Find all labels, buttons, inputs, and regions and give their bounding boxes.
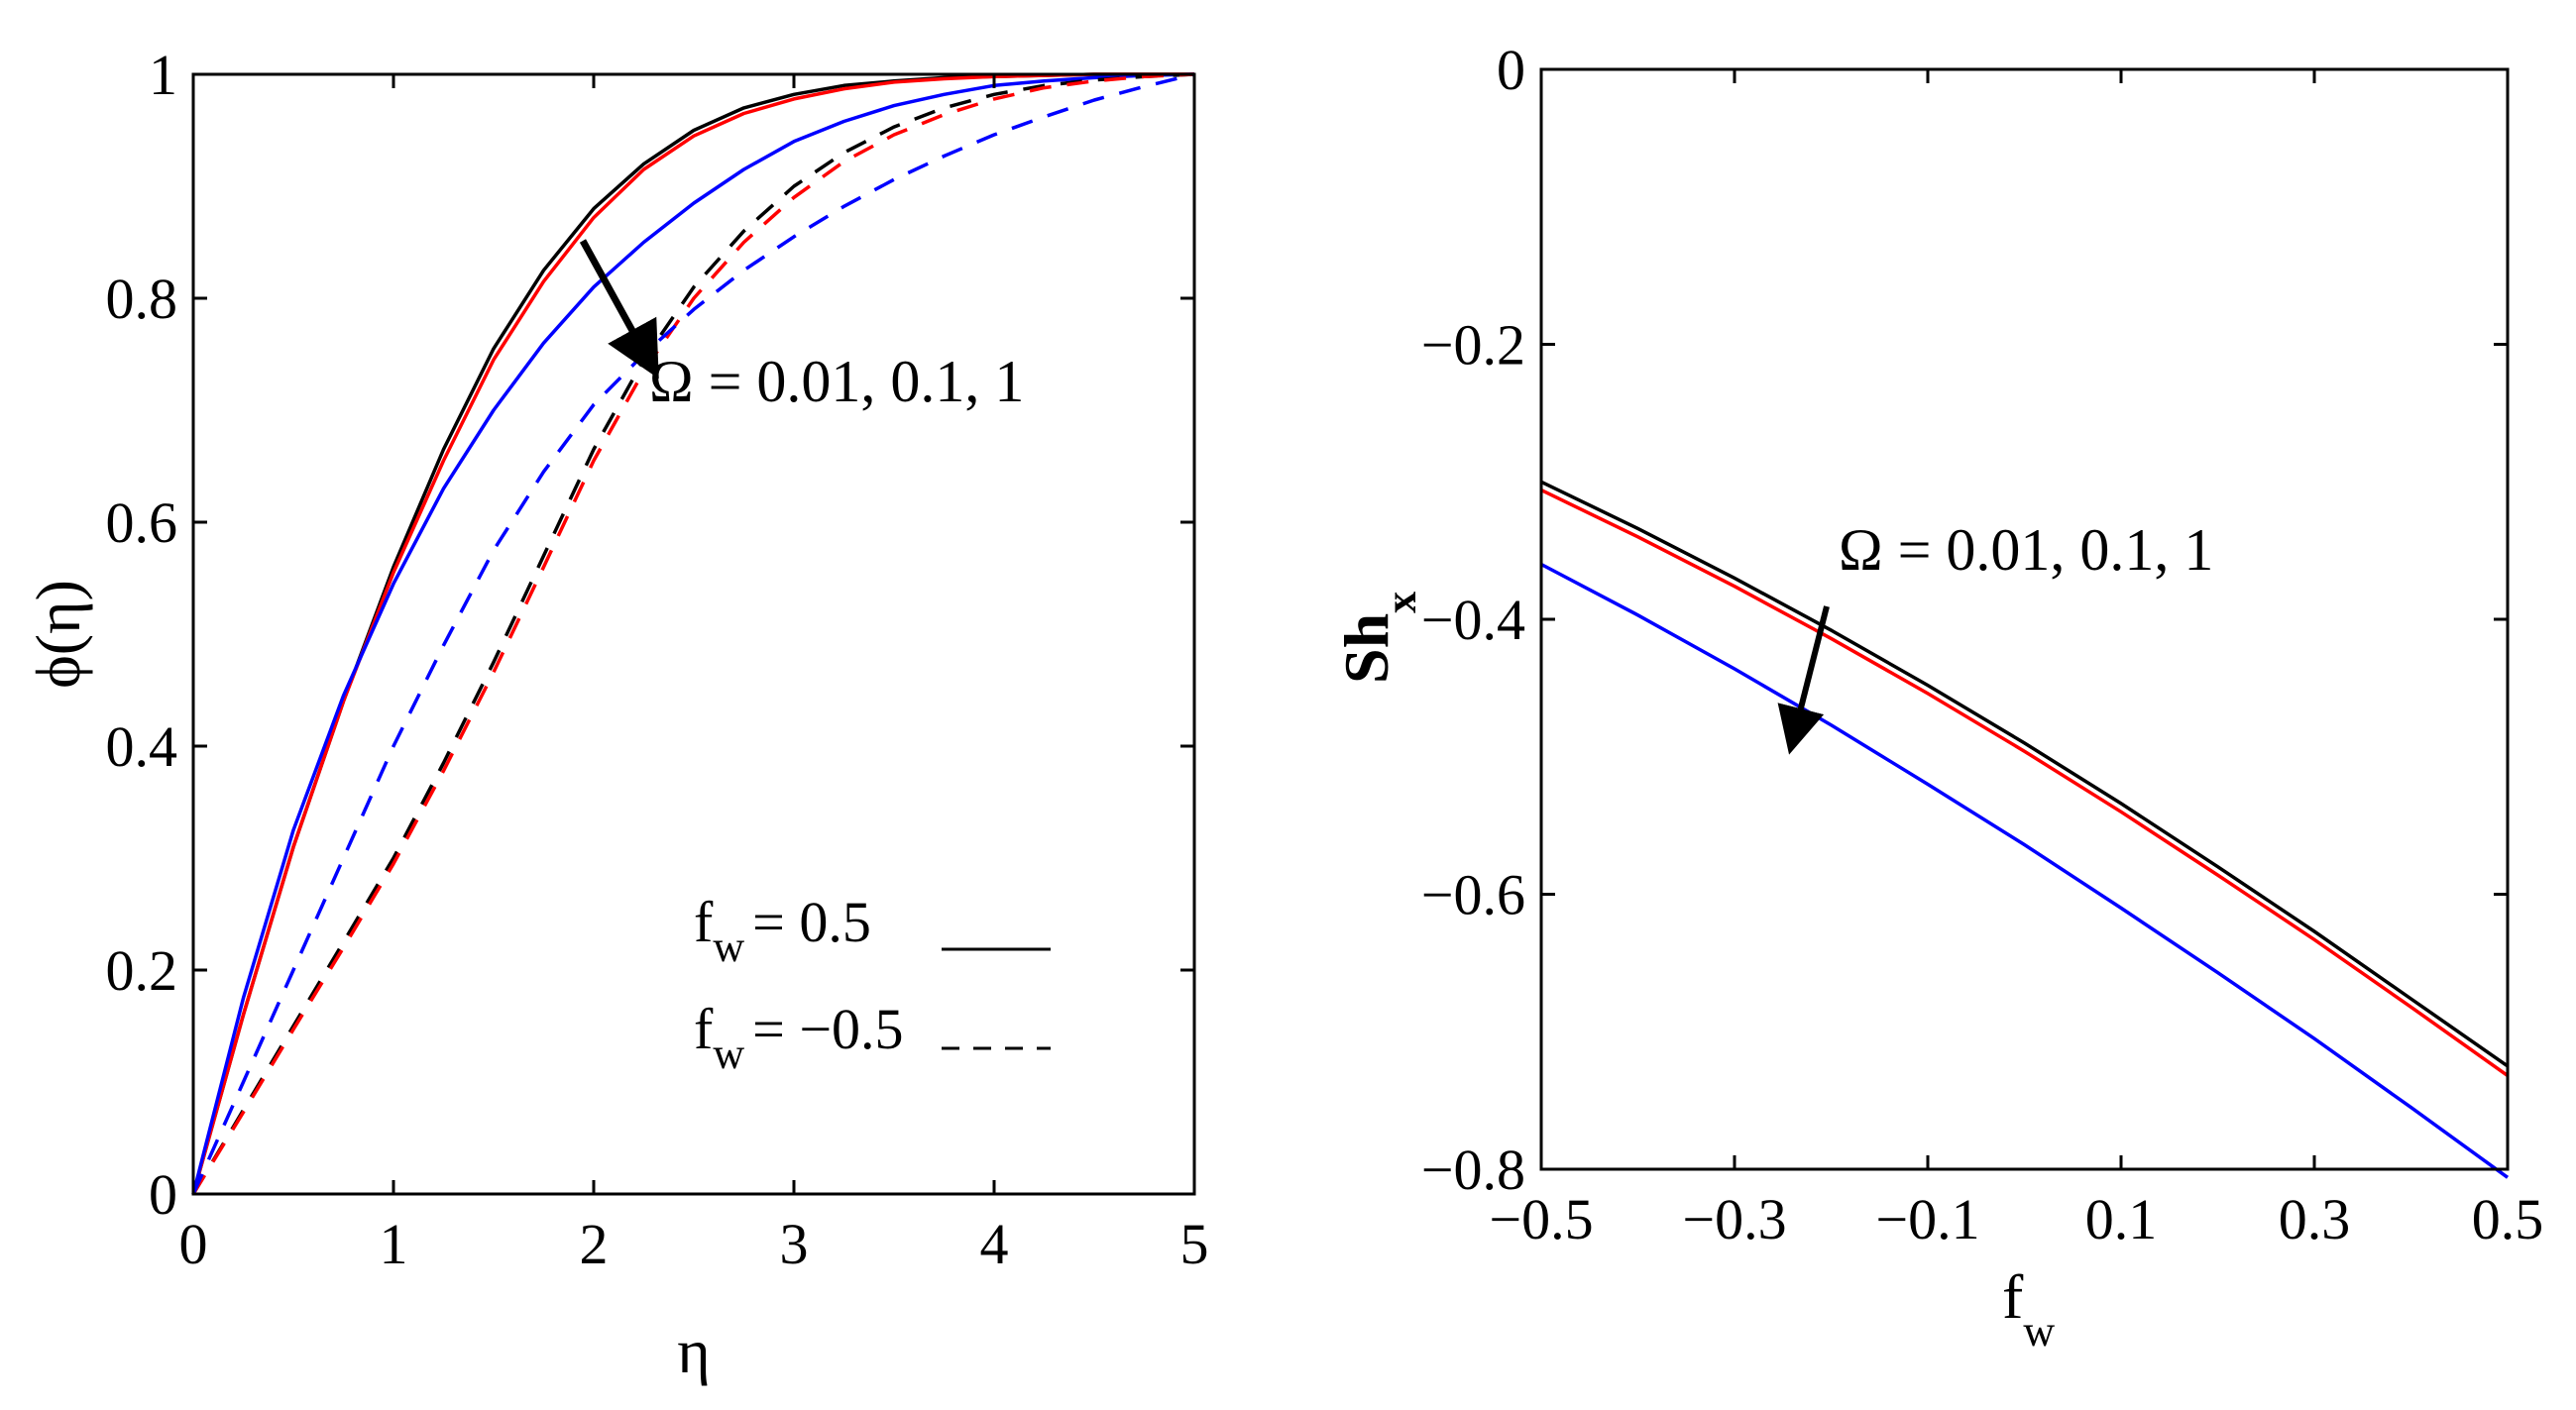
left-y-tick-label: 0.4 [106, 714, 178, 779]
legend-entry-1: fw = 0.5 [694, 890, 871, 971]
left-ticks: 0 1 2 3 4 5 0 0.2 0.4 0.6 0.8 1 [106, 43, 1209, 1276]
right-x-axis-label: fw [2002, 1261, 2055, 1356]
right-ticks: −0.5 −0.3 −0.1 0.1 0.3 0.5 −0.8 −0.6 −0.4 −0.2 0 [1421, 38, 2543, 1251]
left-y-tick-label: 0.8 [106, 267, 178, 331]
left-x-axis-label: η [677, 1316, 710, 1386]
right-y-tick-label: −0.4 [1421, 588, 1525, 652]
left-y-tick-label: 0.6 [106, 490, 178, 555]
right-series-1 [1540, 480, 2510, 1068]
legend-entry-1-sub: w [713, 922, 744, 971]
right-y-tick-label: 0 [1497, 38, 1525, 102]
right-x-tick-label: 0.1 [2085, 1187, 2158, 1251]
left-annotation: Ω = 0.01, 0.1, 1 [649, 349, 1024, 414]
legend-entry-2: fw = −0.5 [694, 997, 904, 1078]
left-x-tick-label: 2 [580, 1212, 609, 1276]
right-x-tick-label: 0.3 [2279, 1187, 2351, 1251]
right-x-axis-label-sub: w [2023, 1307, 2055, 1356]
right-y-axis-label-main: Sh [1331, 613, 1401, 684]
left-legend: fw = 0.5 fw = −0.5 [694, 890, 1051, 1078]
right-series-2 [1540, 488, 2510, 1078]
right-y-axis-label-sub: x [1377, 592, 1425, 613]
right-x-axis-label-main: f [2002, 1261, 2024, 1332]
legend-entry-2-sub: w [713, 1030, 744, 1078]
left-series-5 [191, 72, 1195, 1195]
legend-entry-2-value: = −0.5 [752, 997, 903, 1061]
right-chart: −0.5 −0.3 −0.1 0.1 0.3 0.5 −0.8 −0.6 −0.4 −0.2 0 f… [1331, 38, 2543, 1356]
left-annotation-arrow [579, 239, 659, 380]
right-x-tick-label: −0.1 [1875, 1187, 1979, 1251]
left-series-4 [191, 72, 1195, 1195]
right-y-tick-label: −0.6 [1421, 863, 1525, 927]
left-x-tick-label: 5 [1180, 1212, 1209, 1276]
right-x-tick-label: 0.5 [2472, 1187, 2544, 1251]
right-annotation: Ω = 0.01, 0.1, 1 [1839, 517, 2213, 583]
right-y-axis-label: Shx [1331, 592, 1425, 684]
left-x-tick-label: 4 [980, 1212, 1009, 1276]
left-x-tick-label: 3 [780, 1212, 809, 1276]
right-y-tick-label: −0.2 [1421, 313, 1525, 378]
left-x-tick-label: 1 [380, 1212, 408, 1276]
left-plot-frame [191, 72, 1196, 1196]
left-y-tick-label: 0.2 [106, 938, 178, 1003]
right-series-3 [1540, 562, 2510, 1179]
legend-entry-2-f: f [694, 997, 714, 1061]
right-x-tick-label: −0.3 [1682, 1187, 1786, 1251]
right-curves [1540, 480, 2510, 1179]
right-y-tick-label: −0.8 [1421, 1138, 1525, 1202]
left-series-3 [191, 72, 1195, 1195]
left-chart: 0 1 2 3 4 5 0 0.2 0.4 0.6 0.8 1 η ϕ(η) Ω = 0.01, 0.… [23, 43, 1209, 1386]
legend-entry-1-value: = 0.5 [752, 890, 871, 954]
left-x-tick-label: 0 [179, 1212, 208, 1276]
right-annotation-arrow [1777, 605, 1830, 755]
left-y-tick-label: 0 [149, 1162, 177, 1227]
legend-entry-1-f: f [694, 890, 714, 954]
left-y-tick-label: 1 [149, 43, 177, 107]
right-x-tick-label: −0.5 [1489, 1187, 1593, 1251]
left-y-axis-label: ϕ(η) [23, 580, 93, 689]
left-series-6 [191, 72, 1195, 1195]
right-plot-frame [1539, 67, 2510, 1171]
